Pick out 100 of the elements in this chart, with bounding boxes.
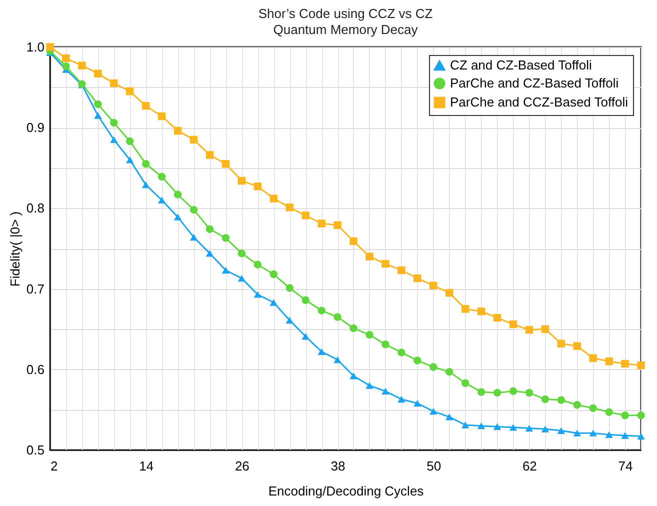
point (461, 305, 470, 313)
point (398, 396, 406, 403)
point (477, 422, 486, 430)
point (302, 333, 310, 340)
y-axis-title: Fidelity( |0> ) (7, 211, 22, 287)
x-tick-label: 50 (426, 458, 442, 474)
point (589, 354, 597, 362)
legend-label: ParChe and CZ-Based Toffoli (450, 76, 619, 90)
point (238, 274, 246, 282)
point (429, 408, 438, 415)
point (174, 190, 182, 198)
point (318, 220, 326, 228)
point (445, 288, 454, 297)
point (557, 396, 566, 404)
point (318, 306, 326, 314)
point (637, 432, 645, 440)
point (525, 424, 534, 432)
point (270, 299, 278, 306)
x-tick-label: 38 (330, 458, 346, 474)
point (190, 234, 198, 241)
point (222, 266, 230, 274)
point (78, 62, 86, 70)
point (461, 379, 470, 387)
point (398, 348, 406, 356)
point (382, 388, 390, 395)
point (509, 387, 518, 396)
point (238, 176, 246, 185)
point (142, 160, 150, 168)
point (286, 284, 294, 292)
point (222, 160, 230, 168)
point (366, 382, 374, 389)
point (110, 79, 118, 88)
point (461, 422, 470, 428)
x-tick-label: 14 (139, 458, 154, 474)
x-tick-label: 62 (522, 458, 537, 474)
y-tick-label: 0.5 (26, 442, 44, 458)
point (414, 356, 422, 364)
point (493, 314, 502, 322)
point (445, 368, 454, 376)
y-tick-label: 0.8 (26, 200, 44, 216)
point (350, 324, 358, 332)
point (334, 356, 342, 364)
point (126, 137, 134, 146)
point (525, 388, 534, 397)
point (110, 118, 118, 127)
point (573, 401, 581, 409)
legend-label: CZ and CZ-Based Toffoli (450, 58, 592, 72)
point (621, 360, 629, 368)
point (334, 313, 342, 321)
point (477, 307, 486, 316)
point (589, 430, 597, 436)
point (206, 250, 214, 257)
point (429, 282, 438, 290)
point (573, 430, 581, 436)
point (573, 342, 581, 350)
point (254, 182, 262, 190)
y-tick-label: 0.9 (26, 120, 44, 136)
point (46, 43, 54, 51)
point (509, 320, 518, 328)
point (238, 249, 246, 258)
point (62, 62, 70, 70)
point (206, 225, 214, 234)
x-tick-label: 26 (234, 458, 250, 474)
point (94, 70, 102, 78)
point (350, 237, 358, 246)
point (445, 414, 454, 420)
point (254, 291, 262, 298)
point (429, 363, 438, 371)
point (541, 395, 550, 404)
point (270, 270, 278, 278)
point (158, 196, 166, 204)
point (382, 260, 390, 268)
point (158, 112, 166, 120)
point (398, 266, 406, 274)
point (62, 54, 70, 62)
point (110, 136, 118, 144)
point (174, 126, 182, 135)
point (557, 427, 566, 434)
point (158, 172, 166, 181)
point (525, 326, 534, 334)
x-tick-label: 2 (50, 458, 58, 474)
point (94, 112, 102, 119)
point (509, 424, 518, 431)
point (142, 181, 150, 188)
y-tick-label: 0.6 (26, 362, 44, 377)
point (350, 372, 358, 380)
x-tick-label: 74 (618, 458, 633, 474)
point (541, 325, 550, 333)
point (190, 206, 198, 214)
point (541, 426, 550, 432)
point (318, 348, 326, 356)
point (414, 274, 422, 282)
point (286, 316, 294, 324)
x-axis-title: Encoding/Decoding Cycles (268, 484, 424, 498)
point (589, 404, 597, 412)
point (414, 400, 422, 407)
point (637, 411, 645, 420)
y-tick-label: 1.0 (26, 40, 44, 54)
point (206, 151, 214, 159)
point (270, 194, 278, 202)
